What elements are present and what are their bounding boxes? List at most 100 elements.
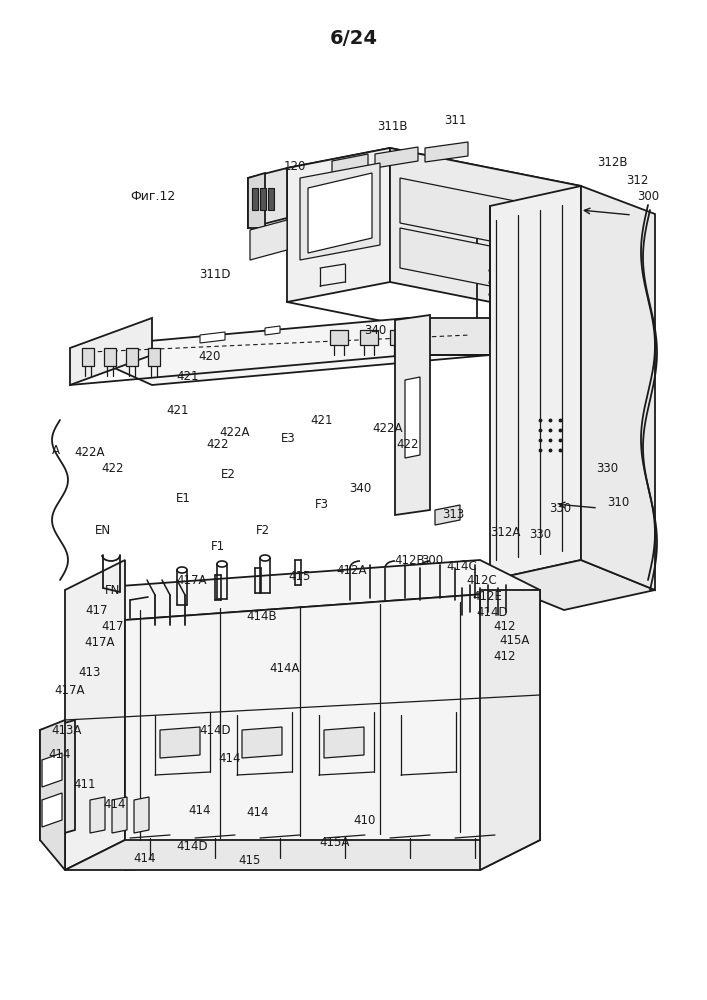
Polygon shape: [65, 560, 125, 870]
Polygon shape: [242, 727, 282, 758]
Text: Фиг.12: Фиг.12: [130, 190, 175, 202]
Polygon shape: [268, 188, 274, 210]
Text: 417: 417: [86, 603, 108, 616]
Polygon shape: [265, 326, 280, 335]
Text: 412B: 412B: [395, 554, 426, 566]
Text: 415A: 415A: [500, 635, 530, 648]
Polygon shape: [435, 505, 460, 525]
Text: 120: 120: [284, 159, 306, 172]
Text: 421: 421: [177, 369, 199, 382]
Polygon shape: [65, 560, 540, 620]
Polygon shape: [70, 318, 152, 385]
Text: 330: 330: [596, 462, 618, 475]
Text: 422: 422: [102, 462, 124, 475]
Polygon shape: [125, 590, 540, 870]
Text: 414A: 414A: [270, 662, 300, 674]
Polygon shape: [104, 348, 116, 366]
Text: 415: 415: [289, 570, 311, 584]
Text: 414: 414: [104, 798, 127, 812]
Text: E2: E2: [221, 468, 235, 482]
Text: F1: F1: [211, 540, 225, 554]
Text: EN: EN: [95, 524, 111, 536]
Text: 421: 421: [167, 403, 189, 416]
Polygon shape: [324, 727, 364, 758]
Text: 330: 330: [529, 528, 551, 542]
Text: 417A: 417A: [85, 636, 115, 648]
Text: 412A: 412A: [337, 564, 367, 576]
Text: 421: 421: [311, 414, 333, 426]
Text: 300: 300: [637, 190, 659, 202]
Polygon shape: [581, 186, 655, 590]
Polygon shape: [250, 220, 287, 260]
Polygon shape: [248, 168, 287, 228]
Polygon shape: [287, 148, 390, 302]
Text: 412E: 412E: [472, 590, 502, 603]
Text: 340: 340: [364, 324, 386, 336]
Polygon shape: [134, 797, 149, 833]
Polygon shape: [40, 720, 65, 870]
Text: 417: 417: [102, 619, 124, 633]
Polygon shape: [300, 163, 380, 260]
Text: 414C: 414C: [447, 560, 477, 572]
Polygon shape: [200, 332, 225, 343]
Text: F2: F2: [256, 524, 270, 536]
Text: 311D: 311D: [199, 268, 230, 282]
Polygon shape: [70, 318, 490, 385]
Polygon shape: [42, 753, 62, 787]
Polygon shape: [425, 142, 468, 162]
Text: 310: 310: [607, 496, 629, 510]
Text: 410: 410: [354, 814, 376, 826]
Polygon shape: [360, 330, 378, 345]
Polygon shape: [332, 154, 368, 175]
Text: 411: 411: [74, 778, 96, 792]
Text: 300: 300: [421, 554, 443, 566]
Polygon shape: [375, 147, 418, 168]
Text: 414D: 414D: [477, 605, 508, 618]
Polygon shape: [126, 348, 138, 366]
Polygon shape: [408, 318, 490, 355]
Text: 414: 414: [134, 852, 156, 864]
Text: 312: 312: [626, 174, 648, 186]
Text: E3: E3: [281, 432, 296, 444]
Polygon shape: [148, 348, 160, 366]
Polygon shape: [395, 315, 430, 515]
Polygon shape: [112, 797, 127, 833]
Text: 312B: 312B: [597, 156, 627, 169]
Text: 417A: 417A: [177, 574, 207, 587]
Text: 414D: 414D: [176, 840, 208, 852]
Polygon shape: [390, 330, 408, 345]
Text: 311B: 311B: [377, 120, 407, 133]
Text: 412: 412: [493, 650, 516, 664]
Text: 422: 422: [206, 438, 229, 452]
Text: 412C: 412C: [467, 574, 498, 587]
Polygon shape: [490, 560, 655, 610]
Polygon shape: [480, 590, 540, 870]
Text: 415: 415: [239, 854, 261, 866]
Polygon shape: [330, 330, 348, 345]
Text: 313: 313: [442, 508, 464, 520]
Polygon shape: [308, 173, 372, 253]
Polygon shape: [90, 797, 105, 833]
Text: 413: 413: [78, 666, 101, 680]
Text: 6/24: 6/24: [329, 28, 378, 47]
Text: 414: 414: [218, 752, 241, 764]
Polygon shape: [490, 186, 581, 580]
Polygon shape: [160, 727, 200, 758]
Text: 413A: 413A: [52, 724, 82, 736]
Text: 414D: 414D: [199, 724, 230, 736]
Polygon shape: [260, 188, 266, 210]
Polygon shape: [390, 148, 581, 320]
Text: 414B: 414B: [247, 610, 277, 624]
Polygon shape: [287, 148, 581, 206]
Text: 311: 311: [444, 114, 466, 127]
Text: 414: 414: [49, 748, 71, 762]
Polygon shape: [400, 178, 535, 250]
Text: 415A: 415A: [320, 836, 350, 850]
Text: 412: 412: [493, 619, 516, 633]
Polygon shape: [405, 377, 420, 458]
Polygon shape: [252, 188, 258, 210]
Text: 417A: 417A: [54, 684, 86, 696]
Polygon shape: [400, 228, 535, 295]
Polygon shape: [82, 348, 94, 366]
Text: 414: 414: [189, 804, 211, 816]
